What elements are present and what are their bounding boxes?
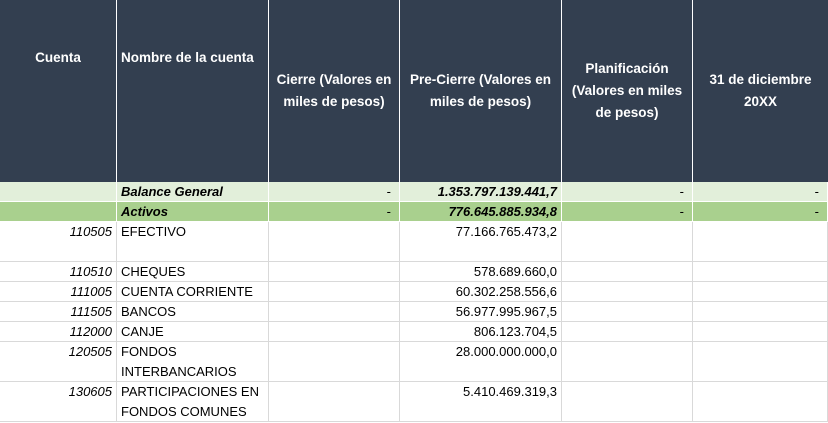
cell-fecha[interactable]: - bbox=[693, 182, 828, 202]
cell-planificacion[interactable] bbox=[562, 222, 693, 262]
cell-cuenta[interactable]: 111505 bbox=[0, 302, 117, 322]
cell-cuenta[interactable]: 120505 bbox=[0, 342, 117, 382]
cell-cuenta[interactable] bbox=[0, 182, 117, 202]
cell-cierre[interactable] bbox=[269, 262, 400, 282]
cell-precierre[interactable]: 56.977.995.967,5 bbox=[400, 302, 562, 322]
header-fecha-label: 31 de diciembre 20XX bbox=[709, 72, 812, 109]
cell-cuenta[interactable]: 112000 bbox=[0, 322, 117, 342]
header-precierre[interactable]: Pre-Cierre (Valores en miles de pesos) bbox=[400, 0, 562, 182]
cell-planificacion[interactable] bbox=[562, 342, 693, 382]
cell-cierre[interactable] bbox=[269, 342, 400, 382]
header-cuenta[interactable]: Cuenta bbox=[0, 0, 117, 182]
cell-planificacion[interactable] bbox=[562, 382, 693, 422]
cell-planificacion[interactable]: - bbox=[562, 182, 693, 202]
cell-precierre[interactable]: 28.000.000.000,0 bbox=[400, 342, 562, 382]
cell-planificacion[interactable] bbox=[562, 282, 693, 302]
header-cuenta-label: Cuenta bbox=[35, 50, 81, 65]
cell-precierre[interactable]: 806.123.704,5 bbox=[400, 322, 562, 342]
header-nombre-label: Nombre de la cuenta bbox=[121, 50, 254, 65]
cell-precierre[interactable]: 1.353.797.139.441,7 bbox=[400, 182, 562, 202]
cell-fecha[interactable]: - bbox=[693, 202, 828, 222]
cell-cierre[interactable]: - bbox=[269, 202, 400, 222]
cell-nombre[interactable]: BANCOS bbox=[117, 302, 269, 322]
header-nombre[interactable]: Nombre de la cuenta bbox=[117, 0, 269, 182]
cell-cierre[interactable] bbox=[269, 302, 400, 322]
cell-planificacion[interactable] bbox=[562, 302, 693, 322]
cell-planificacion[interactable]: - bbox=[562, 202, 693, 222]
header-fecha[interactable]: 31 de diciembre 20XX bbox=[693, 0, 828, 182]
header-cierre-label: Cierre (Valores en miles de pesos) bbox=[276, 72, 392, 109]
cell-nombre[interactable]: CUENTA CORRIENTE bbox=[117, 282, 269, 302]
cell-nombre[interactable]: CHEQUES bbox=[117, 262, 269, 282]
cell-nombre[interactable]: Balance General bbox=[117, 182, 269, 202]
cell-cuenta[interactable]: 110510 bbox=[0, 262, 117, 282]
cell-cierre[interactable] bbox=[269, 282, 400, 302]
cell-nombre[interactable]: PARTICIPACIONES EN FONDOS COMUNES bbox=[117, 382, 269, 422]
cell-fecha[interactable] bbox=[693, 282, 828, 302]
cell-cierre[interactable] bbox=[269, 222, 400, 262]
cell-nombre[interactable]: Activos bbox=[117, 202, 269, 222]
header-planificacion[interactable]: Planificación (Valores en miles de pesos… bbox=[562, 0, 693, 182]
cell-nombre[interactable]: CANJE bbox=[117, 322, 269, 342]
cell-cierre[interactable] bbox=[269, 322, 400, 342]
cell-fecha[interactable] bbox=[693, 262, 828, 282]
cell-fecha[interactable] bbox=[693, 222, 828, 262]
cell-planificacion[interactable] bbox=[562, 262, 693, 282]
cell-cierre[interactable]: - bbox=[269, 182, 400, 202]
cell-cuenta[interactable] bbox=[0, 202, 117, 222]
cell-fecha[interactable] bbox=[693, 382, 828, 422]
header-planificacion-label: Planificación (Valores en miles de pesos… bbox=[571, 61, 683, 120]
cell-fecha[interactable] bbox=[693, 302, 828, 322]
cell-precierre[interactable]: 5.410.469.319,3 bbox=[400, 382, 562, 422]
cell-planificacion[interactable] bbox=[562, 322, 693, 342]
cell-cuenta[interactable]: 110505 bbox=[0, 222, 117, 262]
cell-nombre[interactable]: FONDOS INTERBANCARIOS bbox=[117, 342, 269, 382]
cell-fecha[interactable] bbox=[693, 322, 828, 342]
cell-fecha[interactable] bbox=[693, 342, 828, 382]
cell-precierre[interactable]: 77.166.765.473,2 bbox=[400, 222, 562, 262]
cell-cuenta[interactable]: 130605 bbox=[0, 382, 117, 422]
header-cierre[interactable]: Cierre (Valores en miles de pesos) bbox=[269, 0, 400, 182]
cell-precierre[interactable]: 60.302.258.556,6 bbox=[400, 282, 562, 302]
cell-cierre[interactable] bbox=[269, 382, 400, 422]
cell-nombre[interactable]: EFECTIVO bbox=[117, 222, 269, 262]
cell-precierre[interactable]: 578.689.660,0 bbox=[400, 262, 562, 282]
cell-cuenta[interactable]: 111005 bbox=[0, 282, 117, 302]
cell-precierre[interactable]: 776.645.885.934,8 bbox=[400, 202, 562, 222]
header-precierre-label: Pre-Cierre (Valores en miles de pesos) bbox=[409, 72, 552, 109]
